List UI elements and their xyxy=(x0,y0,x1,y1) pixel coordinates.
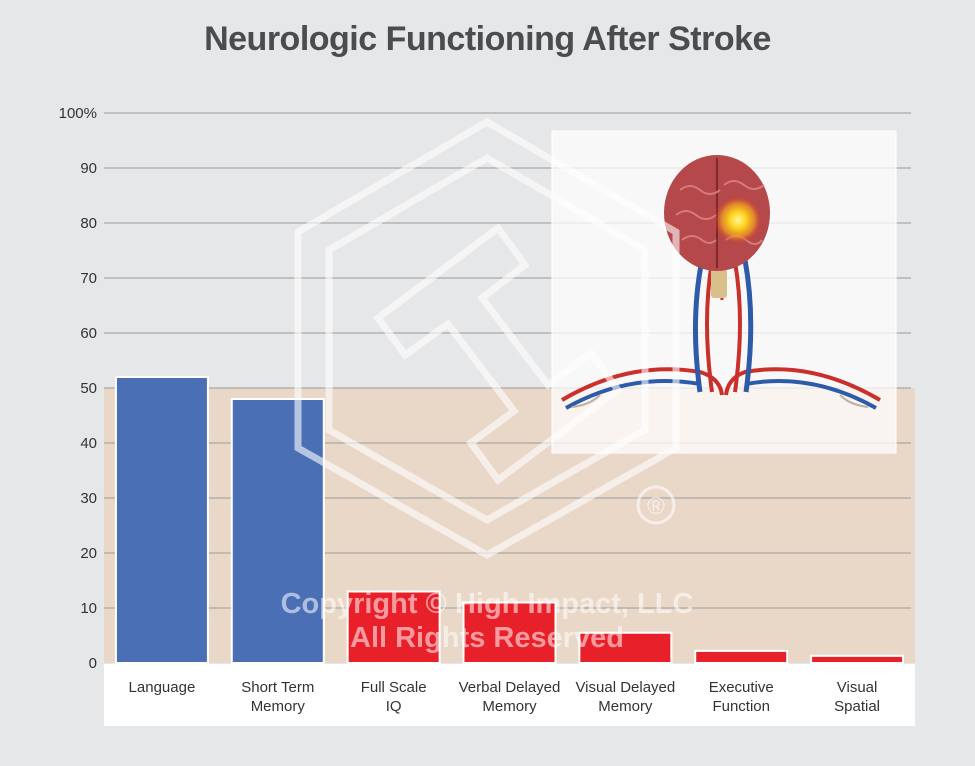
category-label: Executive xyxy=(709,679,774,696)
category-label: Full Scale xyxy=(361,679,427,696)
y-tick-label: 80 xyxy=(80,215,97,232)
y-tick-label: 0 xyxy=(89,655,97,672)
category-label: Visual xyxy=(837,679,878,696)
watermark-rights: All Rights Reserved xyxy=(350,622,624,654)
y-tick-label: 60 xyxy=(80,325,97,342)
y-tick-label: 100% xyxy=(59,105,97,122)
bar xyxy=(462,601,557,664)
y-axis-ticks: 0 10 20 30 40 50 60 70 80 90 100% xyxy=(59,105,97,672)
category-label: Spatial xyxy=(834,698,880,715)
category-label-panel xyxy=(104,664,915,726)
bar xyxy=(578,631,673,664)
y-tick-label: 70 xyxy=(80,270,97,287)
category-label: Visual Delayed xyxy=(575,679,675,696)
category-label: Verbal Delayed xyxy=(459,679,561,696)
category-label: Language xyxy=(129,679,196,696)
category-label: Short Term xyxy=(241,679,314,696)
bar xyxy=(810,654,905,664)
bar xyxy=(114,376,209,664)
category-label: Memory xyxy=(598,698,653,715)
watermark-logo xyxy=(294,117,680,560)
y-tick-label: 50 xyxy=(80,380,97,397)
bar xyxy=(346,590,441,664)
chart-title: Neurologic Functioning After Stroke xyxy=(204,20,771,58)
category-label: Memory xyxy=(482,698,537,715)
y-tick-label: 40 xyxy=(80,435,97,452)
y-tick-label: 10 xyxy=(80,600,97,617)
registered-mark: ® xyxy=(647,493,665,520)
bars xyxy=(114,376,905,665)
category-labels: Language Short Term Memory Full Scale IQ Verb… xyxy=(129,679,880,715)
y-tick-label: 90 xyxy=(80,160,97,177)
category-label: Memory xyxy=(251,698,306,715)
watermark-copyright: Copyright © High Impact, LLC xyxy=(281,588,694,620)
category-label: IQ xyxy=(386,698,402,715)
category-label: Function xyxy=(712,698,770,715)
y-tick-label: 30 xyxy=(80,490,97,507)
bar xyxy=(230,398,325,664)
registered-mark-circle xyxy=(636,485,676,525)
bar xyxy=(694,649,789,665)
y-tick-label: 20 xyxy=(80,545,97,562)
brain-stroke-illustration xyxy=(551,130,897,454)
